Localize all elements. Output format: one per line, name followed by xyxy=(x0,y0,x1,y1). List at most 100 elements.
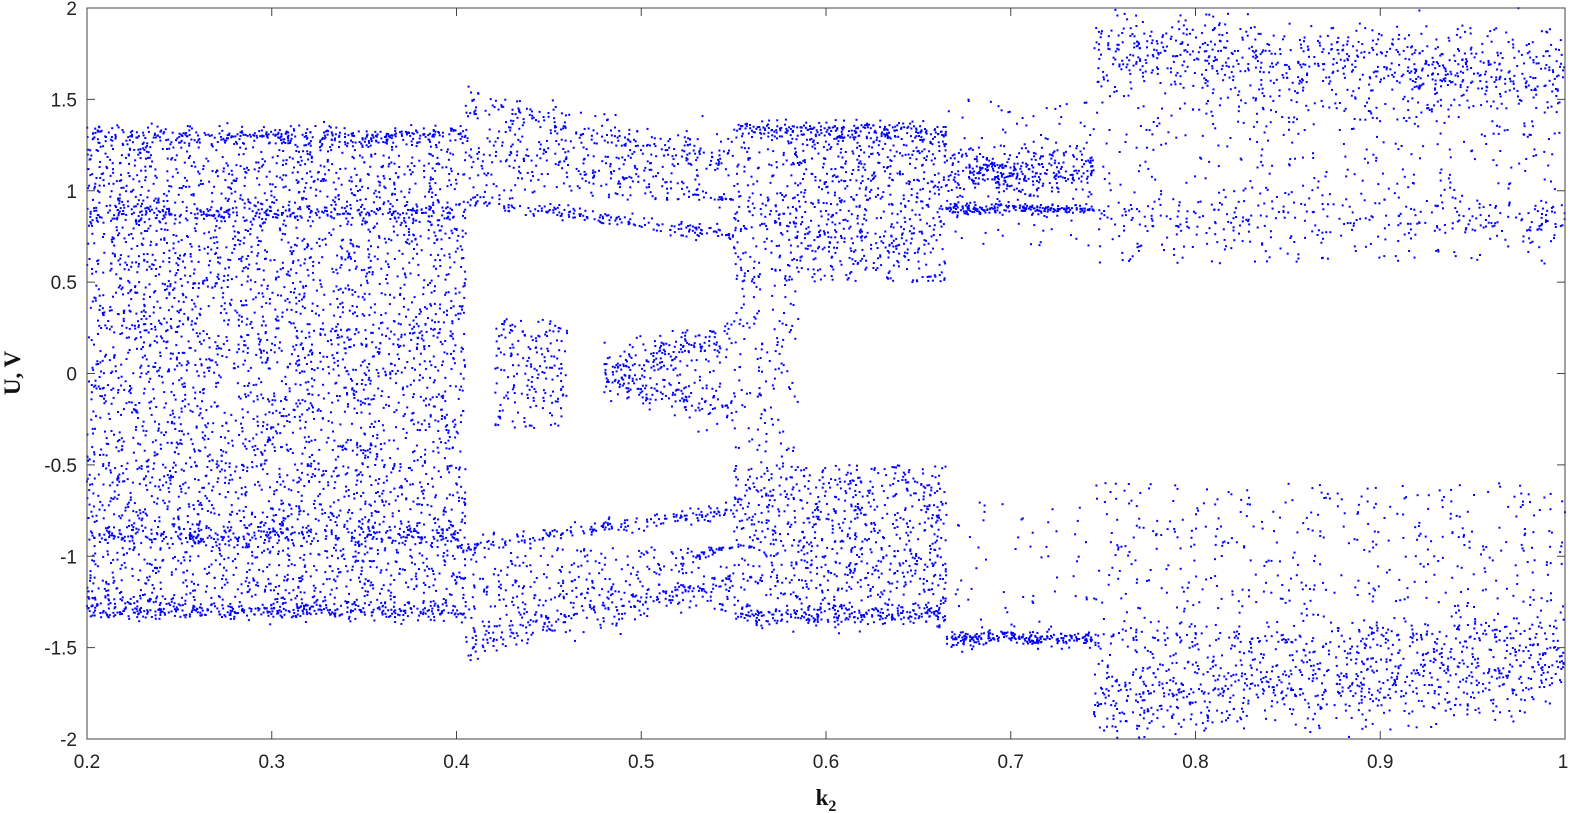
data-point xyxy=(381,213,384,216)
data-point xyxy=(332,430,334,433)
data-point xyxy=(177,240,180,243)
data-point xyxy=(223,275,226,277)
data-point xyxy=(88,158,91,161)
data-point xyxy=(420,541,423,544)
data-point xyxy=(382,489,385,492)
data-point xyxy=(440,528,443,531)
data-point xyxy=(255,465,258,468)
data-point xyxy=(323,120,325,123)
data-point xyxy=(182,556,185,559)
data-point xyxy=(446,549,449,552)
data-point xyxy=(205,426,208,429)
data-point xyxy=(300,598,303,601)
data-point xyxy=(319,283,322,286)
data-point xyxy=(361,219,364,222)
data-point xyxy=(224,543,227,546)
data-point xyxy=(197,134,199,137)
data-point xyxy=(138,620,141,623)
data-point xyxy=(216,276,219,278)
data-point xyxy=(436,156,439,159)
data-point xyxy=(297,161,300,164)
data-point xyxy=(364,502,367,505)
data-point xyxy=(365,130,368,133)
data-point xyxy=(324,537,327,540)
data-point xyxy=(212,507,215,510)
data-point xyxy=(150,323,153,325)
data-point xyxy=(410,240,413,243)
data-point xyxy=(457,312,460,315)
data-point xyxy=(170,213,173,216)
data-point xyxy=(390,134,393,137)
data-point xyxy=(174,398,177,401)
data-point xyxy=(127,506,130,508)
data-point xyxy=(367,526,370,529)
data-point xyxy=(121,514,124,517)
data-point xyxy=(174,330,177,333)
data-point xyxy=(324,530,327,533)
data-point xyxy=(227,209,230,212)
data-point xyxy=(350,180,353,183)
data-point xyxy=(282,549,285,552)
data-point xyxy=(207,422,209,425)
data-point xyxy=(257,584,260,587)
data-point xyxy=(167,487,170,490)
data-point xyxy=(92,137,95,140)
data-point xyxy=(168,293,171,296)
data-point xyxy=(266,548,269,551)
data-point xyxy=(412,217,415,220)
data-point xyxy=(268,400,271,403)
data-point xyxy=(107,603,110,606)
data-point xyxy=(423,176,426,179)
data-point xyxy=(166,157,169,160)
data-point xyxy=(233,244,236,246)
data-point xyxy=(244,445,246,448)
data-point xyxy=(158,366,161,369)
data-point xyxy=(410,556,413,559)
data-point xyxy=(193,461,196,464)
data-point xyxy=(162,340,165,343)
data-point xyxy=(152,467,155,470)
data-point xyxy=(185,363,188,366)
data-point xyxy=(178,526,181,529)
data-point xyxy=(105,589,108,592)
data-point xyxy=(173,368,176,371)
data-point xyxy=(319,139,322,142)
data-point xyxy=(142,253,145,256)
data-point xyxy=(312,260,315,263)
data-point xyxy=(240,520,242,522)
data-point xyxy=(451,332,454,335)
data-point xyxy=(294,135,297,138)
data-point xyxy=(459,612,462,615)
data-point xyxy=(440,248,443,250)
data-point xyxy=(361,586,364,589)
data-point xyxy=(341,212,344,215)
data-point xyxy=(170,476,173,479)
data-point xyxy=(445,429,448,431)
data-point xyxy=(378,196,381,199)
data-point xyxy=(262,126,265,129)
data-point xyxy=(325,524,328,527)
data-point xyxy=(153,211,156,214)
data-point xyxy=(198,414,201,417)
data-point xyxy=(167,210,170,213)
data-point xyxy=(129,597,132,600)
data-point xyxy=(234,220,237,223)
data-point xyxy=(317,462,320,465)
data-point xyxy=(419,612,422,615)
data-point xyxy=(377,372,380,375)
data-point xyxy=(315,569,318,572)
data-point xyxy=(235,537,238,540)
data-point xyxy=(331,327,334,330)
data-point xyxy=(433,619,436,622)
data-point xyxy=(210,563,213,566)
data-point xyxy=(411,418,414,421)
data-point xyxy=(112,396,115,399)
data-point xyxy=(393,216,396,219)
data-point xyxy=(193,203,196,206)
data-point xyxy=(261,135,264,138)
data-point xyxy=(415,578,418,581)
data-point xyxy=(389,529,392,532)
data-point xyxy=(117,493,120,496)
data-point xyxy=(313,179,316,182)
data-point xyxy=(260,305,263,308)
